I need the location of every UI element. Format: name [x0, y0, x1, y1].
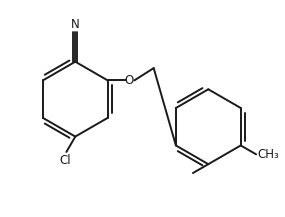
Text: CH₃: CH₃: [257, 148, 279, 161]
Text: N: N: [71, 18, 80, 31]
Text: O: O: [125, 74, 134, 87]
Text: Cl: Cl: [60, 154, 71, 167]
